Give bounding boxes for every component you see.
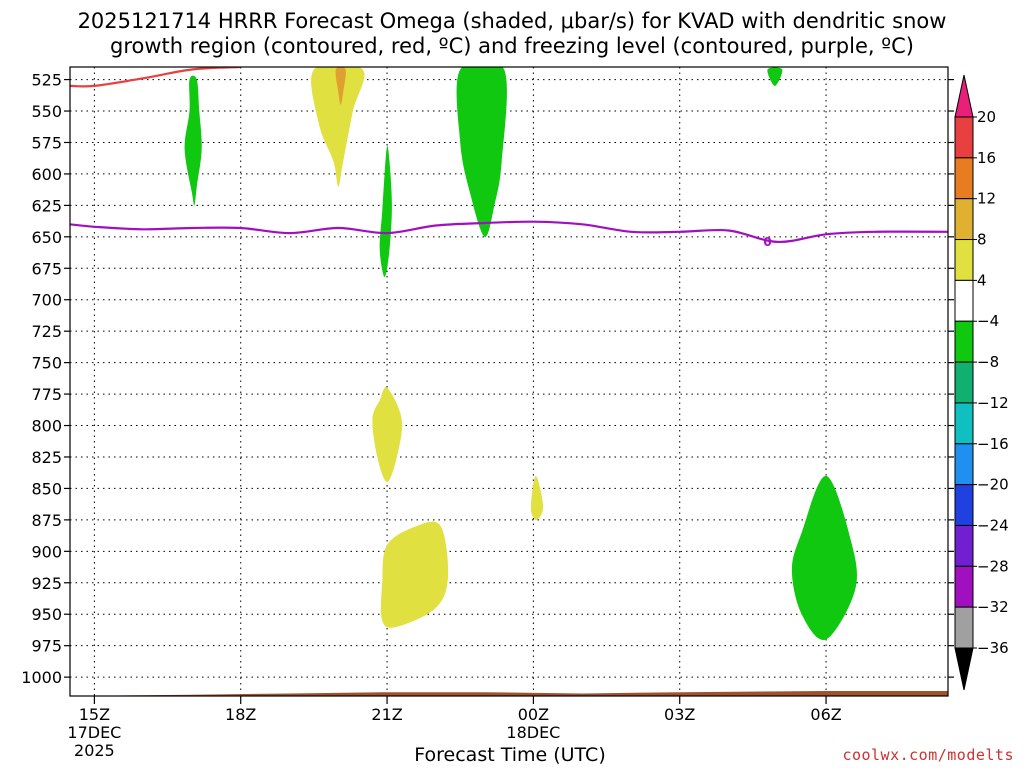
y-tick-label: 600: [31, 165, 62, 184]
y-tick-label: 850: [31, 479, 62, 498]
plot-frame: [69, 66, 949, 697]
colorbar-swatch: [954, 443, 974, 486]
x-axis-title: Forecast Time (UTC): [414, 744, 606, 766]
colorbar-label: −20: [977, 476, 1009, 494]
colorbar-swatch: [954, 198, 974, 241]
freezing-level-contour: [70, 220, 948, 244]
colorbar-swatch: [954, 565, 974, 608]
omega-region-green-plume-4: [767, 67, 783, 86]
y-tick-label: 900: [31, 542, 62, 561]
freezing-level-label: 0: [763, 235, 771, 249]
colorbar-label: −12: [977, 394, 1009, 412]
y-tick-label: 750: [31, 354, 62, 373]
colorbar-swatch: [954, 524, 974, 567]
site-credit: coolwx.com/modelts: [842, 746, 1014, 764]
omega-region-yellow-blob-1: [372, 387, 403, 483]
y-tick-label: 975: [31, 637, 62, 656]
omega-region-green-plume-3: [456, 67, 507, 237]
y-tick-label: 725: [31, 322, 62, 341]
colorbar-swatch: [954, 402, 974, 445]
colorbar-label: 12: [977, 190, 996, 208]
omega-region-green-plume-1: [184, 75, 202, 206]
y-tick-label: 700: [31, 291, 62, 310]
y-tick-label: 575: [31, 133, 62, 152]
y-tick-label: 525: [31, 71, 62, 90]
x-tick-label: 21Z: [371, 705, 402, 724]
colorbar-label: −24: [977, 516, 1009, 534]
colorbar-swatch: [954, 239, 974, 281]
y-tick-label: 550: [31, 102, 62, 121]
contour-lines: 0: [70, 67, 948, 249]
colorbar-top-arrow: [954, 74, 974, 118]
colorbar-bottom-arrow: [954, 647, 974, 691]
dendritic-growth-contour: [70, 67, 241, 88]
y-tick-label: 800: [31, 417, 62, 436]
colorbar-label: 4: [977, 271, 987, 289]
y-tick-label: 625: [31, 196, 62, 215]
colorbar-swatch: [954, 320, 974, 363]
x-tick-label: 18Z: [225, 705, 256, 724]
y-tick-label: 825: [31, 448, 62, 467]
terrain-fill: [70, 691, 948, 696]
colorbar-swatch: [954, 606, 974, 649]
colorbar-label: 16: [977, 149, 996, 167]
colorbar-swatch: [954, 361, 974, 404]
x-tick-label: 06Z: [810, 705, 841, 724]
colorbar-swatch: [954, 116, 974, 159]
grid-lines: [70, 67, 948, 696]
omega-region-green-blob-1: [791, 475, 857, 641]
y-axis: 525 550 575 600 625 650 675 700 725 750 775 800 825 8…: [21, 71, 954, 687]
colorbar-label: −4: [977, 312, 999, 330]
y-tick-label: 1000: [21, 668, 62, 687]
colorbar-swatch: [954, 484, 974, 526]
y-tick-label: 950: [31, 605, 62, 624]
colorbar-label: −32: [977, 598, 1009, 616]
x-axis: 15Z 17DEC 2025 18Z 21Z 00Z 18DEC 03Z 06Z: [67, 696, 842, 760]
y-tick-label: 875: [31, 511, 62, 530]
x-tick-label: 00Z 18DEC: [506, 705, 560, 742]
colorbar-swatch: [954, 279, 974, 322]
omega-shading: [184, 67, 857, 641]
colorbar-label: −28: [977, 557, 1009, 575]
colorbar-swatch: [954, 157, 974, 200]
colorbar: 20 16 12 8 4 −4 −8 −12 −16 −20 −24 −28 −32 −36: [954, 74, 1009, 691]
y-tick-label: 675: [31, 259, 62, 278]
omega-region-orange-core-1: [335, 67, 346, 105]
y-tick-label: 650: [31, 228, 62, 247]
colorbar-label: −8: [977, 353, 999, 371]
chart-title-line-2: growth region (contoured, red, ºC) and f…: [110, 34, 914, 58]
y-tick-label: 775: [31, 385, 62, 404]
x-tick-label: 03Z: [664, 705, 695, 724]
chart-title-line-1: 2025121714 HRRR Forecast Omega (shaded, …: [77, 9, 947, 33]
x-tick-label: 15Z 17DEC 2025: [67, 705, 121, 760]
colorbar-label: −16: [977, 435, 1009, 453]
omega-region-yellow-blob-3: [380, 521, 449, 628]
omega-region-green-plume-2: [379, 145, 392, 278]
y-tick-label: 925: [31, 574, 62, 593]
colorbar-label: −36: [977, 639, 1009, 657]
colorbar-label: 8: [977, 231, 987, 249]
omega-region-yellow-plume-1: [311, 67, 365, 187]
omega-region-yellow-blob-2: [530, 475, 544, 520]
colorbar-label: 20: [977, 108, 996, 126]
terrain-surface: [70, 691, 948, 696]
